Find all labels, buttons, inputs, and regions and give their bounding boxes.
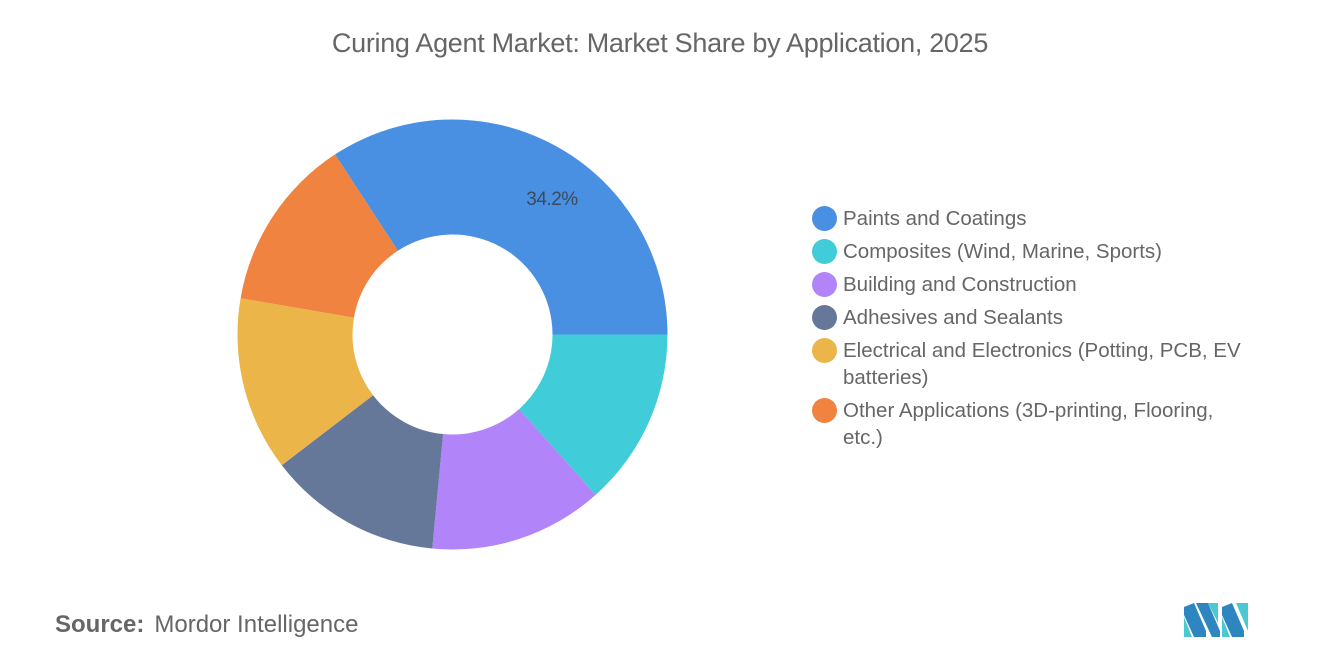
legend-label: Other Applications (3D-printing, Floorin… bbox=[843, 399, 1214, 449]
legend-label: Paints and Coatings bbox=[843, 207, 1027, 230]
legend-item[interactable]: Building and Construction bbox=[812, 271, 1252, 298]
donut-slice-composites-wind-marine-sports[interactable] bbox=[519, 334, 668, 495]
legend-swatch-icon bbox=[812, 272, 837, 297]
legend-label: Building and Construction bbox=[843, 273, 1077, 296]
legend-item[interactable]: Paints and Coatings bbox=[812, 205, 1252, 232]
legend-swatch-icon bbox=[812, 338, 837, 363]
legend-swatch-icon bbox=[812, 305, 837, 330]
source-note: Source: Mordor Intelligence bbox=[55, 611, 358, 639]
legend-item[interactable]: Adhesives and Sealants bbox=[812, 304, 1252, 331]
source-value: Mordor Intelligence bbox=[154, 611, 359, 638]
legend-label: Composites (Wind, Marine, Sports) bbox=[843, 240, 1162, 263]
legend-label: Adhesives and Sealants bbox=[843, 306, 1063, 329]
legend-item[interactable]: Composites (Wind, Marine, Sports) bbox=[812, 238, 1252, 265]
data-label-0: 34.2% bbox=[526, 188, 578, 210]
legend-item[interactable]: Other Applications (3D-printing, Floorin… bbox=[812, 397, 1252, 451]
legend-swatch-icon bbox=[812, 398, 837, 423]
donut-slice-adhesives-and-sealants[interactable] bbox=[281, 395, 444, 549]
donut-slice-paints-and-coatings[interactable] bbox=[335, 119, 668, 335]
chart-title: Curing Agent Market: Market Share by App… bbox=[0, 28, 1320, 59]
legend-label: Electrical and Electronics (Potting, PCB… bbox=[843, 339, 1241, 389]
mordor-intelligence-logo-icon bbox=[1184, 603, 1248, 637]
legend-swatch-icon bbox=[812, 239, 837, 264]
donut-slice-building-and-construction[interactable] bbox=[432, 409, 596, 550]
legend-swatch-icon bbox=[812, 206, 837, 231]
legend-item[interactable]: Electrical and Electronics (Potting, PCB… bbox=[812, 337, 1252, 391]
chart-title-text: Curing Agent Market: Market Share by App… bbox=[331, 28, 989, 58]
source-label: Source: bbox=[55, 611, 145, 638]
chart-legend: Paints and Coatings Composites (Wind, Mar… bbox=[812, 205, 1252, 457]
donut-slice-other-applications-3d-printing-flooring-etc[interactable] bbox=[240, 154, 398, 318]
donut-slice-electrical-and-electronics-potting-pcb-ev-batteries[interactable] bbox=[237, 298, 374, 466]
